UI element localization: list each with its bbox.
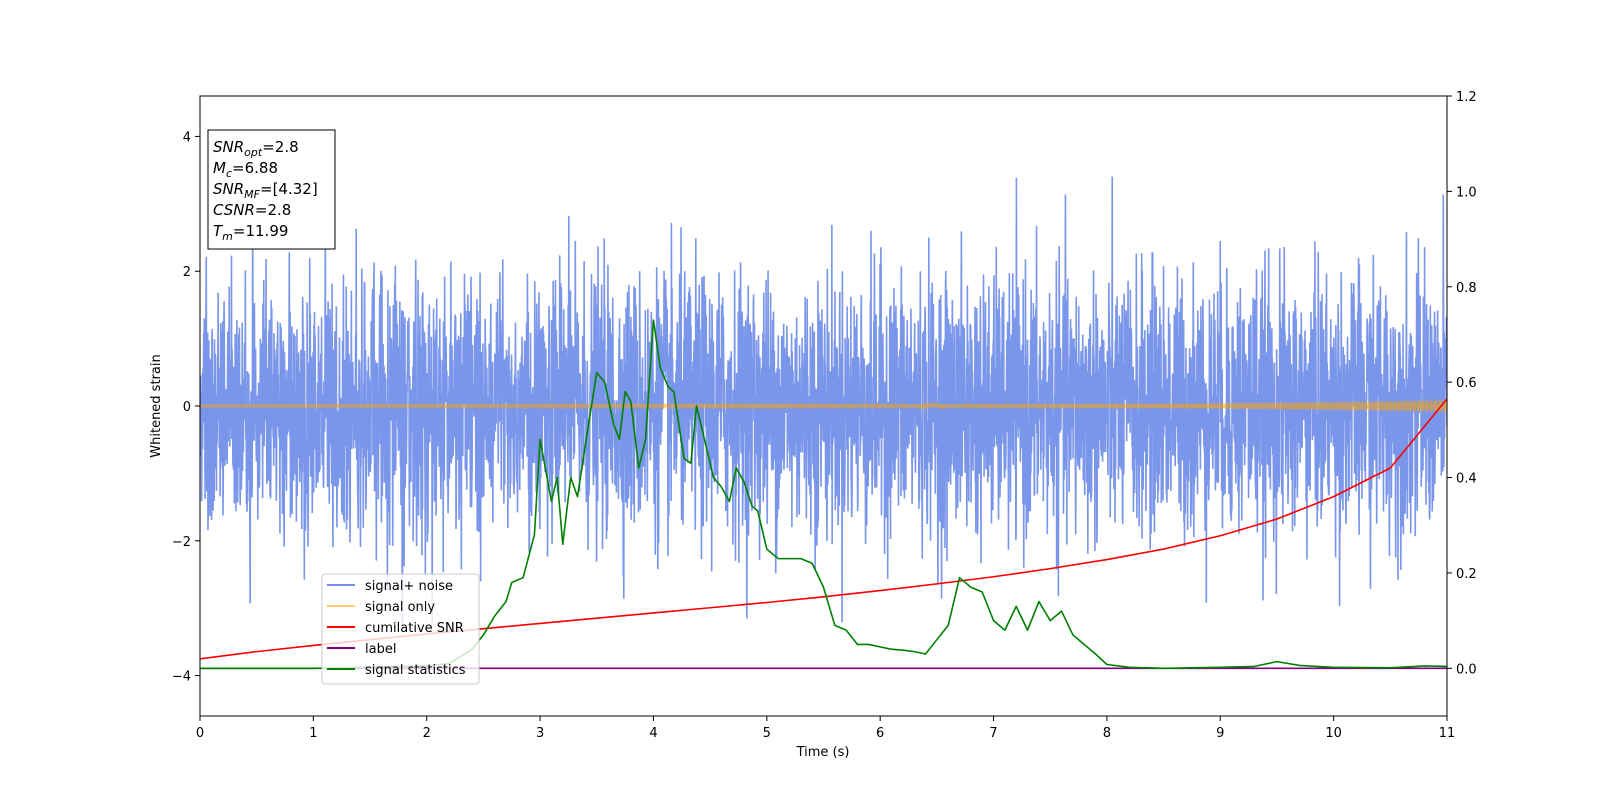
- y-right-tick-label: 0.0: [1456, 662, 1477, 677]
- y-axis-label: Whitened strain: [149, 354, 164, 457]
- x-tick-label: 6: [876, 726, 884, 741]
- series-line-signal-noise: [200, 176, 1447, 625]
- x-axis: 0 1 2 3 4 5 6 7 8 9 10 11: [196, 716, 1455, 741]
- y-tick-label: 0: [183, 400, 191, 415]
- y-tick-label: −4: [172, 670, 191, 685]
- y-axis-right: 0.0 0.2 0.4 0.6 0.8 1.0 1.2: [1447, 90, 1477, 677]
- x-tick-label: 0: [196, 726, 204, 741]
- annotation-line: CSNR=2.8: [213, 201, 291, 219]
- y-right-tick-label: 0.6: [1456, 376, 1477, 391]
- y-axis-left: −4 −2 0 2 4: [172, 130, 200, 685]
- y-right-tick-label: 0.2: [1456, 567, 1477, 582]
- series-line-signal-only: [200, 399, 1447, 413]
- legend-entry: label: [365, 642, 396, 657]
- y-right-tick-label: 0.4: [1456, 472, 1477, 487]
- legend-entry: cumilative SNR: [365, 621, 464, 636]
- series-line-signal-statistics: [200, 319, 1447, 670]
- x-axis-label: Time (s): [796, 745, 850, 760]
- y-right-tick-label: 0.8: [1456, 281, 1477, 296]
- legend-entry: signal+ noise: [365, 579, 453, 594]
- x-tick-label: 2: [423, 726, 431, 741]
- annotation-frame: [207, 129, 336, 250]
- annotation-line: SNRMF=[4.32]: [213, 180, 318, 201]
- x-tick-label: 11: [1439, 726, 1456, 741]
- x-tick-label: 9: [1216, 726, 1224, 741]
- y-tick-label: 4: [183, 130, 191, 145]
- y-right-tick-label: 1.2: [1456, 90, 1477, 105]
- legend-entry: signal statistics: [365, 663, 466, 678]
- x-tick-label: 5: [763, 726, 771, 741]
- x-tick-label: 8: [1103, 726, 1111, 741]
- y-tick-label: 2: [183, 265, 191, 280]
- x-tick-label: 1: [309, 726, 317, 741]
- annotation-line: SNRopt=2.8: [213, 138, 299, 159]
- annotation-line: Mc=6.88: [213, 159, 278, 180]
- x-tick-label: 4: [649, 726, 657, 741]
- x-tick-label: 3: [536, 726, 544, 741]
- y-right-tick-label: 1.0: [1456, 185, 1477, 200]
- legend: signal+ noise signal only cumilative SNR la…: [321, 573, 480, 685]
- x-tick-label: 7: [989, 726, 997, 741]
- legend-frame: [321, 573, 480, 685]
- annotation-line: Tm=11.99: [213, 222, 288, 243]
- legend-entry: signal only: [365, 600, 435, 615]
- y-tick-label: −2: [172, 535, 191, 550]
- x-tick-label: 10: [1325, 726, 1342, 741]
